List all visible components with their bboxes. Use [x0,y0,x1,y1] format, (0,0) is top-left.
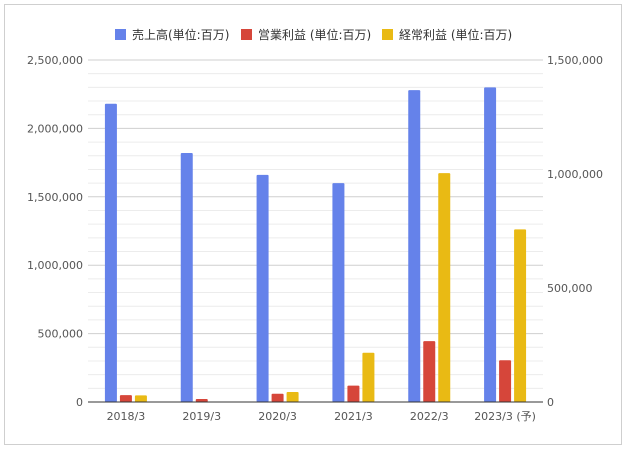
bar [423,341,436,402]
x-tick-label: 2023/3 (予) [474,410,536,423]
x-tick-label: 2021/3 [334,410,373,423]
y-right-tick-label: 0 [547,396,554,409]
bar [271,393,284,402]
bar [499,360,512,402]
bar [347,385,360,402]
x-tick-label: 2022/3 [410,410,449,423]
y-right-tick-label: 1,000,000 [547,168,603,181]
bar [362,352,375,402]
bar [438,173,451,402]
bar [332,183,345,402]
bar [514,229,527,402]
bar-chart: 0 500,000 1,000,000 1,500,000 2,000,000 2,500… [27,27,603,423]
bars [104,87,527,403]
y-left-tick-label: 1,500,000 [27,191,83,204]
y-left-tick-label: 0 [76,396,83,409]
bar [408,90,421,402]
legend-swatch [115,29,126,40]
axes: 0 500,000 1,000,000 1,500,000 2,000,000 2,500… [27,54,603,423]
bar [104,103,117,402]
x-tick-label: 2019/3 [182,410,221,423]
gridlines [88,59,543,389]
bar [484,87,497,403]
chart-frame: 0 500,000 1,000,000 1,500,000 2,000,000 2,500… [4,4,622,445]
legend-label: 経常利益 (単位:百万) [399,27,512,42]
legend-label: 売上高(単位:百万) [132,27,229,42]
legend-label: 営業利益 (単位:百万) [258,27,371,42]
legend-swatch [382,29,393,40]
y-left-tick-label: 2,000,000 [27,122,83,135]
y-right-tick-label: 500,000 [547,282,593,295]
bar [180,153,193,402]
bar [286,391,299,402]
legend: 売上高(単位:百万) 営業利益 (単位:百万) 経常利益 (単位:百万) [115,27,512,42]
y-left-tick-label: 1,000,000 [27,259,83,272]
bar [256,174,269,402]
bar [134,395,147,402]
bar [195,399,208,402]
x-tick-label: 2018/3 [107,410,146,423]
x-tick-label: 2020/3 [258,410,297,423]
y-right-tick-label: 1,500,000 [547,54,603,67]
y-left-tick-label: 500,000 [38,328,84,341]
bar [119,395,132,402]
y-left-tick-label: 2,500,000 [27,54,83,67]
legend-swatch [241,29,252,40]
